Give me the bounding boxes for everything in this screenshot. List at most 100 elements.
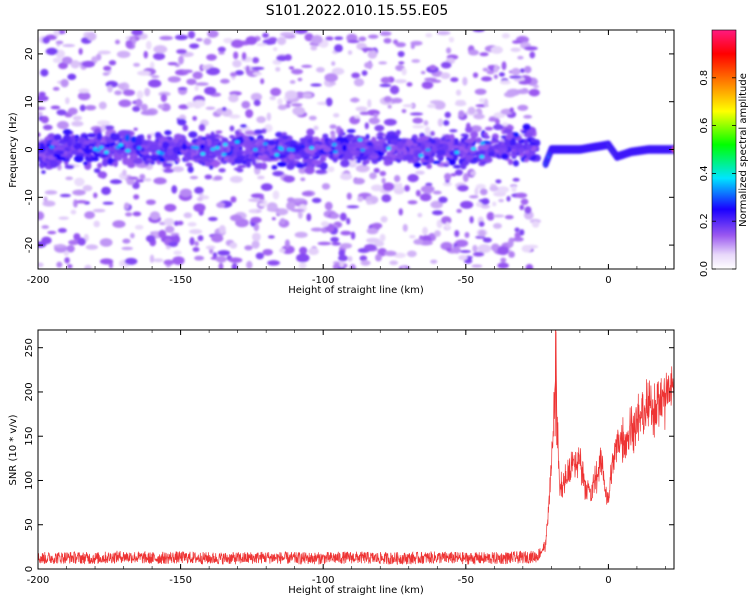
heatmap-noise-cell: [153, 258, 164, 263]
heatmap-noise-cell: [294, 231, 308, 238]
heatmap-noise-cell: [417, 212, 423, 218]
heatmap-noise-cell: [429, 100, 444, 104]
heatmap-band-cell: [365, 133, 370, 140]
heatmap-noise-cell: [347, 40, 360, 44]
heatmap-noise-cell: [474, 88, 487, 95]
heatmap-noise-cell: [384, 250, 397, 257]
heatmap-noise-cell: [189, 43, 200, 49]
heatmap-noise-cell: [218, 225, 226, 234]
heatmap-noise-cell: [196, 99, 206, 107]
heatmap-noise-cell: [244, 130, 255, 136]
heatmap-noise-cell: [514, 231, 521, 239]
heatmap-band-cell: [528, 142, 537, 146]
heatmap-noise-cell: [292, 106, 306, 116]
heatmap-noise-cell: [347, 256, 353, 262]
heatmap-band-cell: [187, 165, 194, 174]
heatmap-noise-cell: [66, 245, 75, 253]
heatmap-band-cell: [281, 132, 288, 136]
heatmap-noise-cell: [468, 49, 480, 56]
heatmap-noise-cell: [232, 59, 242, 68]
heatmap-band-cell: [307, 165, 313, 172]
heatmap-band-cell: [200, 136, 207, 141]
heatmap-noise-cell: [149, 254, 155, 263]
heatmap-noise-cell: [434, 230, 441, 237]
heatmap-noise-cell: [256, 43, 267, 47]
heatmap-noise-cell: [444, 111, 451, 119]
heatmap-hotspot: [159, 151, 165, 156]
heatmap-noise-cell: [164, 203, 177, 212]
heatmap-noise-cell: [355, 106, 368, 112]
heatmap-band-cell: [319, 162, 328, 171]
heatmap-noise-cell: [70, 209, 77, 215]
heatmap-hotspot: [252, 147, 258, 152]
heatmap-noise-cell: [334, 36, 344, 41]
heatmap-noise-cell: [256, 116, 266, 124]
heatmap-noise-cell: [442, 181, 452, 187]
heatmap-noise-cell: [251, 240, 260, 249]
heatmap-noise-cell: [349, 263, 357, 269]
heatmap-hotspot: [118, 143, 124, 147]
heatmap-noise-cell: [409, 112, 424, 116]
snr-ticks: -200 -150 -100 -50 0 0 50 100 150 200 250: [24, 330, 674, 586]
heatmap-noise-cell: [163, 168, 175, 173]
heatmap-noise-cell: [496, 186, 510, 194]
heatmap-noise-cell: [371, 222, 383, 229]
heatmap-band-cell: [202, 149, 210, 153]
heatmap-noise-cell: [401, 67, 407, 76]
heatmap-noise-cell: [470, 170, 477, 176]
heatmap-hotspot: [470, 146, 476, 151]
heatmap-noise-cell: [334, 44, 343, 53]
heatmap-band-cell: [449, 133, 455, 141]
heatmap-noise-cell: [517, 55, 524, 60]
heatmap-noise-cell: [492, 214, 505, 218]
heatmap-band-cell: [124, 134, 130, 142]
heatmap-noise-cell: [143, 50, 148, 59]
heatmap-noise-cell: [144, 87, 151, 97]
heatmap-noise-cell: [398, 208, 403, 216]
heatmap-noise-cell: [346, 205, 360, 209]
heatmap-band-cell: [526, 153, 531, 160]
heatmap-noise-cell: [268, 235, 275, 239]
heatmap-noise-cell: [284, 90, 298, 100]
heatmap-noise-cell: [528, 88, 540, 97]
heatmap-band-cell: [135, 138, 143, 147]
heatmap-band-cell: [199, 143, 205, 150]
heatmap-band-cell: [500, 153, 509, 160]
heatmap-noise-cell: [383, 118, 397, 126]
heatmap-band-cell: [212, 149, 223, 156]
heatmap-noise-cell: [179, 188, 192, 198]
heatmap-band-cell: [62, 128, 72, 136]
heatmap-noise-cell: [269, 96, 276, 101]
heatmap-noise-cell: [364, 243, 377, 251]
heatmap-noise-cell: [427, 103, 436, 109]
heatmap-noise-cell: [510, 47, 521, 52]
heatmap-hotspot: [386, 146, 392, 151]
heatmap-noise-cell: [42, 124, 53, 131]
heatmap-noise-cell: [148, 79, 162, 88]
heatmap-noise-cell: [333, 113, 340, 118]
heatmap-noise-cell: [125, 212, 133, 217]
heatmap-noise-cell: [167, 62, 178, 66]
heatmap-noise-cell: [97, 50, 111, 55]
heatmap-noise-cell: [509, 107, 514, 113]
heatmap-noise-cell: [366, 227, 379, 235]
heatmap-band-cell: [213, 133, 220, 138]
heatmap-band-cell: [390, 145, 396, 154]
heatmap-band-cell: [322, 133, 329, 139]
heatmap-noise-cell: [132, 211, 142, 217]
heatmap-band-cell: [396, 152, 404, 161]
heatmap-noise-cell: [495, 118, 500, 125]
colorbar-gradient: [711, 29, 737, 270]
heatmap-noise-cell: [489, 185, 499, 192]
heatmap-noise-cell: [205, 106, 216, 110]
heatmap-band-cell: [286, 163, 295, 171]
heatmap-band-cell: [432, 160, 441, 165]
heatmap-noise-cell: [484, 126, 493, 131]
heatmap-noise-cell: [298, 262, 307, 269]
heatmap-noise-cell: [38, 106, 46, 111]
heatmap-band-cell: [403, 153, 414, 162]
heatmap-noise-cell: [502, 122, 509, 127]
heatmap-noise-cell: [241, 52, 247, 61]
heatmap-noise-cell: [153, 45, 168, 54]
